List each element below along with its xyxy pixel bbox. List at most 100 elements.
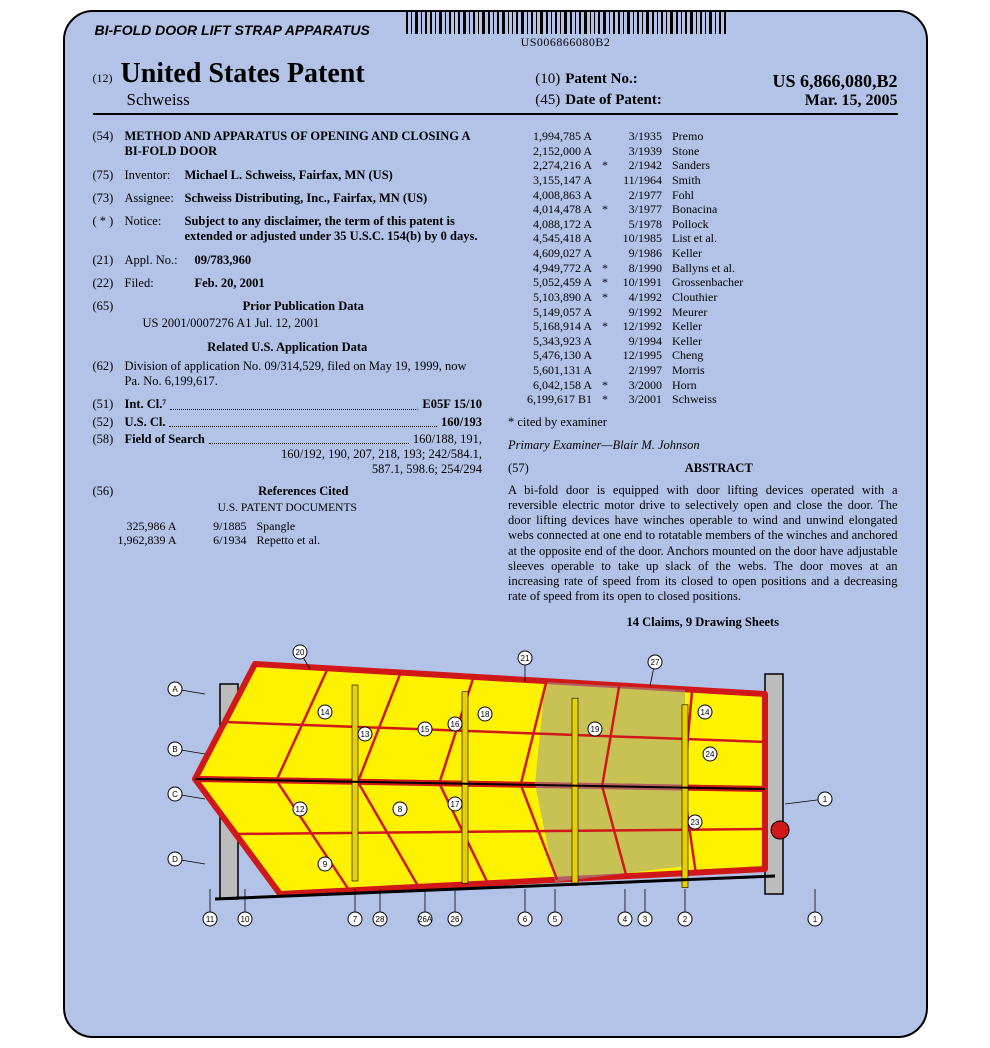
date-value: Mar. 15, 2005 (715, 92, 897, 110)
fos-value-inline: 160/188, 191, (413, 432, 482, 447)
ref-date: 11/1964 (612, 173, 672, 188)
ref-no: 1,962,839 A (93, 533, 183, 548)
label-filed: Filed: (125, 276, 195, 291)
ref-no: 5,168,914 A (508, 319, 598, 334)
ref-date: 6/1934 (197, 533, 257, 548)
ref-no: 5,103,890 A (508, 290, 598, 305)
ref-name: Clouthier (672, 290, 898, 305)
ref-name: Morris (672, 363, 898, 378)
code-star: ( * ) (93, 214, 125, 245)
ref-no: 5,343,923 A (508, 334, 598, 349)
ref-date: 9/1885 (197, 519, 257, 534)
ref-date: 5/1978 (612, 217, 672, 232)
ref-no: 4,949,772 A (508, 261, 598, 276)
svg-text:8: 8 (398, 805, 403, 814)
ref-name: Pollock (672, 217, 898, 232)
usdocs-heading: U.S. PATENT DOCUMENTS (93, 501, 483, 515)
ref-row: 5,343,923 A9/1994Keller (508, 334, 898, 349)
left-column: (54) METHOD AND APPARATUS OF OPENING AND… (93, 129, 483, 630)
ref-star: * (598, 392, 612, 407)
ref-row: 5,149,057 A9/1992Meurer (508, 305, 898, 320)
ref-date: 10/1985 (612, 231, 672, 246)
ref-name: Schweiss (672, 392, 898, 407)
ref-star: * (598, 158, 612, 173)
ref-name: Keller (672, 319, 898, 334)
ref-name: Keller (672, 246, 898, 261)
ref-row: 4,008,863 A2/1977Fohl (508, 188, 898, 203)
svg-text:11: 11 (206, 915, 215, 924)
intcl-value: E05F 15/10 (422, 397, 482, 412)
ref-no: 1,994,785 A (508, 129, 598, 144)
ref-no: 6,199,617 B1 (508, 392, 598, 407)
svg-text:A: A (172, 685, 178, 694)
ref-star (598, 188, 612, 203)
ref-star (598, 129, 612, 144)
ref-row: 4,609,027 A9/1986Keller (508, 246, 898, 261)
ref-row: 2,152,000 A3/1939Stone (508, 144, 898, 159)
ref-star: * (598, 261, 612, 276)
examiner-label: Primary Examiner— (508, 438, 613, 452)
field-65: (65) Prior Publication Data (93, 299, 483, 314)
svg-text:10: 10 (241, 915, 250, 924)
label-inventor: Inventor: (125, 168, 185, 183)
ref-star: * (598, 275, 612, 290)
ref-no: 4,545,418 A (508, 231, 598, 246)
ref-date: 2/1942 (612, 158, 672, 173)
svg-text:17: 17 (451, 800, 460, 809)
ref-row: 4,088,172 A5/1978Pollock (508, 217, 898, 232)
code-12: (12) (93, 71, 113, 86)
code-10: (10) (535, 71, 565, 92)
right-column: 1,994,785 A3/1935Premo2,152,000 A3/1939S… (508, 129, 898, 630)
ref-no: 6,042,158 A (508, 378, 598, 393)
code-58: (58) (93, 432, 125, 478)
related-heading: Related U.S. Application Data (93, 340, 483, 355)
ref-row: 1,994,785 A3/1935Premo (508, 129, 898, 144)
field-21: (21) Appl. No.: 09/783,960 (93, 253, 483, 268)
abstract-text: A bi-fold door is equipped with door lif… (508, 483, 898, 605)
ref-date: 4/1992 (612, 290, 672, 305)
ref-date: 3/1939 (612, 144, 672, 159)
ref-row: 2,274,216 A*2/1942Sanders (508, 158, 898, 173)
barcode-block: US006866080B2 (386, 12, 746, 50)
ref-name: Meurer (672, 305, 898, 320)
usp-title: United States Patent (121, 58, 365, 90)
label-applno: Appl. No.: (125, 253, 195, 268)
svg-text:28: 28 (376, 915, 385, 924)
svg-text:12: 12 (296, 805, 305, 814)
ref-date: 2/1997 (612, 363, 672, 378)
field-52: (52) U.S. Cl. 160/193 (93, 415, 483, 430)
svg-text:6: 6 (523, 915, 528, 924)
ref-no: 5,476,130 A (508, 348, 598, 363)
label-fos: Field of Search (125, 432, 205, 447)
svg-text:9: 9 (323, 860, 328, 869)
svg-text:3: 3 (643, 915, 648, 924)
division-value: Division of application No. 09/314,529, … (125, 359, 483, 390)
ref-name: Fohl (672, 188, 898, 203)
svg-text:16: 16 (451, 720, 460, 729)
barcode-icon (386, 12, 746, 34)
ref-name: Stone (672, 144, 898, 159)
code-73: (73) (93, 191, 125, 206)
ref-star (598, 173, 612, 188)
patent-no: US 6,866,080,B2 (715, 71, 897, 92)
ref-date: 2/1977 (612, 188, 672, 203)
field-62: (62) Division of application No. 09/314,… (93, 359, 483, 390)
ref-date: 10/1991 (612, 275, 672, 290)
label-notice: Notice: (125, 214, 185, 245)
ref-no: 5,052,459 A (508, 275, 598, 290)
svg-text:C: C (172, 790, 178, 799)
inventor-value: Michael L. Schweiss, Fairfax, MN (US) (185, 168, 483, 183)
svg-text:B: B (172, 745, 177, 754)
ref-name: Grossenbacher (672, 275, 898, 290)
svg-text:14: 14 (701, 708, 710, 717)
ref-star: * (598, 319, 612, 334)
ref-star: * (598, 202, 612, 217)
field-58: (58) Field of Search 160/188, 191, 160/1… (93, 432, 483, 478)
ref-name: Repetto et al. (257, 533, 483, 548)
ref-name: Smith (672, 173, 898, 188)
ref-row: 4,014,478 A*3/1977Bonacina (508, 202, 898, 217)
ref-star (183, 533, 197, 548)
ref-name: Bonacina (672, 202, 898, 217)
ref-date: 3/1977 (612, 202, 672, 217)
ref-no: 325,986 A (93, 519, 183, 534)
